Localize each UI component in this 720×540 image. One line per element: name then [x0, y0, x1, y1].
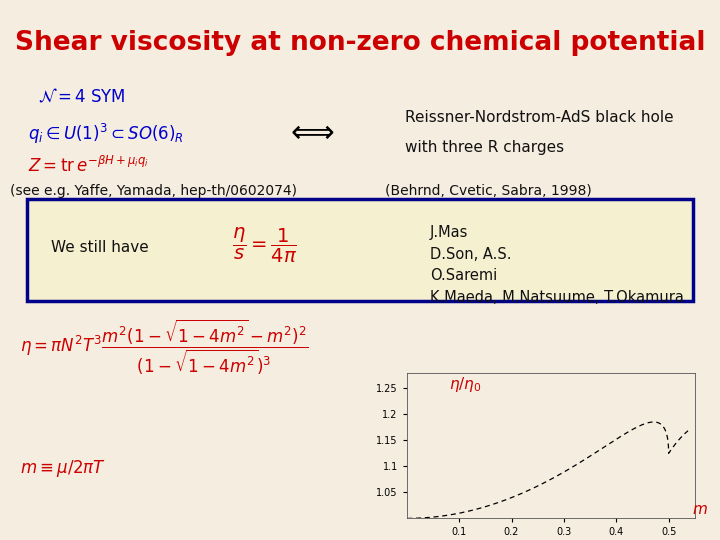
Text: $\mathcal{N}=4$ SYM: $\mathcal{N}=4$ SYM — [38, 88, 125, 106]
Text: Reissner-Nordstrom-AdS black hole: Reissner-Nordstrom-AdS black hole — [405, 110, 674, 125]
Text: $\eta/\eta_0$: $\eta/\eta_0$ — [449, 375, 481, 394]
Text: Shear viscosity at non-zero chemical potential: Shear viscosity at non-zero chemical pot… — [14, 30, 706, 56]
Text: We still have: We still have — [51, 240, 149, 254]
Text: $m \equiv \mu/2\pi T$: $m \equiv \mu/2\pi T$ — [20, 458, 106, 479]
Text: $\dfrac{\eta}{s} = \dfrac{1}{4\pi}$: $\dfrac{\eta}{s} = \dfrac{1}{4\pi}$ — [233, 226, 297, 265]
Text: $q_i \in U(1)^3 \subset SO(6)_R$: $q_i \in U(1)^3 \subset SO(6)_R$ — [28, 122, 184, 146]
Text: (Behrnd, Cvetic, Sabra, 1998): (Behrnd, Cvetic, Sabra, 1998) — [385, 184, 592, 198]
Text: $Z = \mathrm{tr}\, e^{-\beta H + \mu_i q_i}$: $Z = \mathrm{tr}\, e^{-\beta H + \mu_i q… — [28, 155, 149, 176]
Text: $\eta = \pi N^2 T^3 \dfrac{m^2(1-\sqrt{1-4m^2}-m^2)^2}{(1-\sqrt{1-4m^2})^3}$: $\eta = \pi N^2 T^3 \dfrac{m^2(1-\sqrt{1… — [20, 318, 308, 377]
Text: $m$: $m$ — [692, 502, 708, 517]
Text: (see e.g. Yaffe, Yamada, hep-th/0602074): (see e.g. Yaffe, Yamada, hep-th/0602074) — [10, 184, 297, 198]
Text: $\Longleftrightarrow$: $\Longleftrightarrow$ — [285, 118, 335, 146]
Text: with three R charges: with three R charges — [405, 140, 564, 155]
Text: J.Mas
D.Son, A.S.
O.Saremi
K.Maeda, M.Natsuume, T.Okamura: J.Mas D.Son, A.S. O.Saremi K.Maeda, M.Na… — [430, 225, 684, 305]
FancyBboxPatch shape — [27, 199, 693, 301]
